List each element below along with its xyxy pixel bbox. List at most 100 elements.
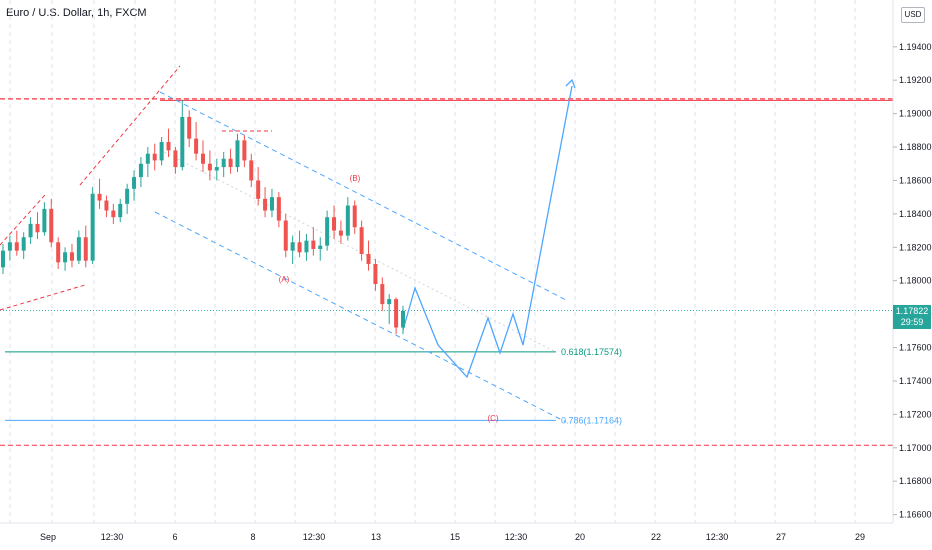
price-tick-label: 1.18000 (899, 276, 932, 286)
time-tick-label: 15 (450, 532, 460, 542)
candle-body (394, 299, 399, 328)
candle-body (325, 217, 330, 246)
candle-body (352, 205, 357, 228)
price-tick-label: 1.19000 (899, 109, 932, 119)
price-tick-label: 1.17400 (899, 376, 932, 386)
candle-body (269, 197, 274, 211)
candle-body (304, 240, 309, 253)
chart-labels: 0.618(1.17574) 0.786(1.17164) (A) (B) (C) (279, 174, 622, 425)
candle-body (201, 153, 205, 164)
time-tick-label: 12:30 (303, 532, 326, 542)
candle-body (249, 160, 254, 181)
candle-body (7, 242, 12, 251)
wave-label: (B) (350, 174, 361, 183)
bar-countdown: 29:59 (900, 317, 924, 327)
fib-level-label: 0.618(1.17574) (561, 347, 622, 357)
candle-body (366, 253, 371, 264)
time-tick-label: 22 (651, 532, 661, 542)
candle-body (104, 200, 109, 211)
candlestick-series (1, 100, 405, 335)
price-tick-label: 1.19200 (899, 75, 932, 85)
candle-body (76, 237, 81, 261)
candle-body (221, 158, 226, 168)
time-tick-label: 8 (250, 532, 255, 542)
candle-body (387, 299, 392, 305)
candle-body (283, 220, 288, 251)
candle-body (145, 153, 150, 164)
fib-level-label: 0.786(1.17164) (561, 415, 622, 425)
candle-body (97, 193, 102, 201)
candle-body (21, 237, 26, 251)
candle-body (242, 140, 247, 161)
time-tick-label: 20 (575, 532, 585, 542)
candle-body (63, 252, 68, 263)
chart-title: Euro / U.S. Dollar, 1h, FXCM (6, 7, 147, 19)
candle-body (318, 245, 323, 249)
price-tick-label: 1.18400 (899, 209, 932, 219)
candle-body (187, 116, 192, 139)
candle-body (373, 264, 378, 285)
candle-body (359, 227, 364, 254)
wedge-line (79, 65, 181, 186)
time-tick-label: 29 (855, 532, 865, 542)
candle-body (28, 223, 33, 238)
candle-body (132, 177, 137, 189)
candle-body (297, 242, 302, 253)
candle-body (311, 240, 316, 249)
price-tick-label: 1.17200 (899, 409, 932, 419)
channel-upper-line (159, 91, 567, 301)
currency-unit-button[interactable]: USD (901, 7, 925, 23)
channel-mid-line (159, 149, 557, 353)
candle-body (125, 188, 130, 204)
time-tick-label: 12:30 (706, 532, 729, 542)
price-tick-label: 1.18800 (899, 142, 932, 152)
candle-body (332, 217, 337, 231)
price-tick-label: 1.17600 (899, 343, 932, 353)
candle-body (111, 210, 116, 218)
candle-body (138, 163, 143, 178)
candle-body (14, 242, 19, 251)
wave-label: (C) (487, 414, 498, 423)
projection-path (402, 85, 573, 379)
candle-body (83, 237, 88, 261)
candle-body (180, 116, 185, 168)
candle-body (214, 167, 219, 171)
candle-body (166, 142, 171, 151)
price-tick-label: 1.16800 (899, 476, 932, 486)
projection-arrowhead (565, 78, 576, 89)
wave-label: (A) (279, 275, 290, 284)
drawing-lines (0, 65, 893, 446)
candle-body (207, 163, 212, 171)
price-tick-label: 1.18600 (899, 175, 932, 185)
price-tick-label: 1.18200 (899, 242, 932, 252)
candle-body (263, 198, 268, 211)
channel-lower-line (154, 211, 567, 423)
candle-body (345, 205, 350, 236)
candle-body (152, 153, 157, 161)
wedge-line (0, 194, 46, 246)
time-tick-label: 12:30 (505, 532, 528, 542)
candle-body (118, 203, 123, 218)
candle-body (228, 158, 233, 168)
price-tick-label: 1.19400 (899, 42, 932, 52)
candle-body (35, 223, 40, 233)
candle-body (235, 140, 240, 168)
price-axis: 1.19400 1.19200 1.19000 1.18800 1.18600 1.184… (892, 0, 932, 523)
candle-body (69, 252, 74, 261)
candle-body (194, 138, 199, 154)
candle-body (276, 197, 281, 221)
candle-body (256, 180, 261, 199)
last-price-tag: 1.17822 29:59 (893, 305, 931, 329)
time-tick-label: 6 (172, 532, 177, 542)
candle-body (90, 193, 95, 261)
price-tick-label: 1.17000 (899, 443, 932, 453)
time-tick-label: 12:30 (101, 532, 124, 542)
time-tick-label: 27 (776, 532, 786, 542)
candle-body (42, 208, 47, 233)
candle-body (401, 310, 405, 328)
time-axis: Sep 12:30 6 8 12:30 13 15 12:30 20 22 12:30 27 29 (0, 522, 893, 542)
candle-body (173, 150, 178, 168)
candle-body (380, 284, 385, 305)
time-tick-label: Sep (40, 532, 56, 542)
